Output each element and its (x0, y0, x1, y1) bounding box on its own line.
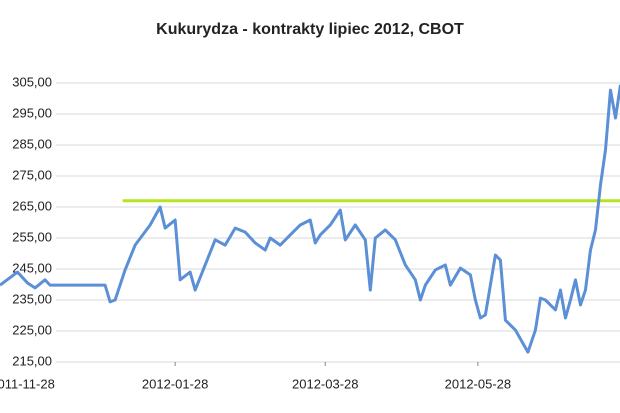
y-tick-label: 255,00 (12, 229, 52, 244)
y-tick-label: 275,00 (12, 167, 52, 182)
y-tick-label: 215,00 (12, 353, 52, 368)
y-tick-label: 225,00 (12, 322, 52, 337)
x-tick-label: 2012-01-28 (142, 376, 209, 391)
y-tick-label: 295,00 (12, 105, 52, 120)
y-tick-label: 305,00 (12, 74, 52, 89)
y-tick-label: 265,00 (12, 198, 52, 213)
x-tick-label: 2011-11-28 (0, 376, 55, 391)
data-line (0, 84, 620, 354)
chart-title: Kukurydza - kontrakty lipiec 2012, CBOT (156, 21, 464, 38)
y-tick-label: 285,00 (12, 136, 52, 151)
y-tick-label: 245,00 (12, 260, 52, 275)
x-tick-label: 2012-05-28 (445, 376, 512, 391)
x-tick-label: 2012-03-28 (292, 376, 359, 391)
y-tick-label: 235,00 (12, 291, 52, 306)
